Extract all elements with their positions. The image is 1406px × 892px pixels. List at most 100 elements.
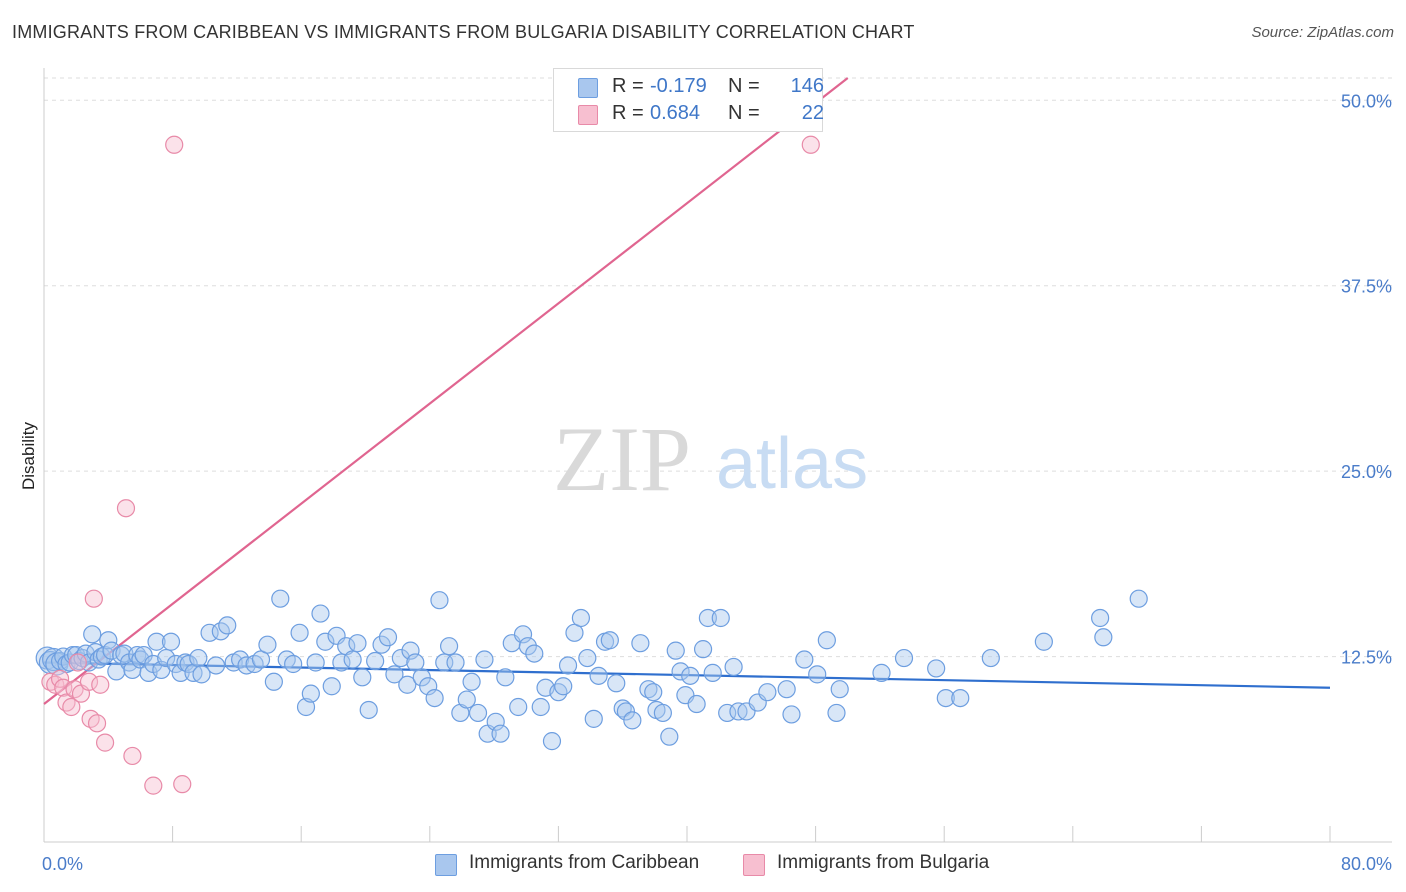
caribbean-point [343,650,362,669]
caribbean-point [525,644,544,663]
caribbean-point [425,689,444,708]
axes [43,68,1392,843]
caribbean-point [189,648,208,668]
caribbean-point [578,648,597,668]
caribbean-point [653,703,672,723]
source-label: Source: ZipAtlas.com [1251,24,1394,41]
caribbean-point [589,666,608,685]
bulgaria-swatch [578,105,598,125]
caribbean-point [936,689,955,708]
caribbean-point [981,648,1000,668]
caribbean-point [817,631,836,650]
caribbean-point [157,648,176,668]
y-tick-label: 25.0% [1341,462,1392,482]
caribbean-point [372,635,391,654]
caribbean-point [795,650,814,669]
caribbean-point [660,727,679,746]
caribbean-point [161,632,181,651]
caribbean-point [398,675,417,694]
caribbean-point [808,665,827,684]
caribbean-point [192,665,211,684]
caribbean-point [179,654,198,674]
bulgaria-point [62,697,81,717]
caribbean-point [542,732,562,751]
caribbean-point [509,697,528,717]
caribbean-legend-label: Immigrants from Caribbean [469,852,700,873]
x-tick-label: 0.0% [42,854,83,874]
caribbean-point [616,702,636,721]
caribbean-point [607,674,626,693]
bulgaria-point [68,653,87,672]
caribbean-swatch [578,78,598,98]
r-label: R = [612,102,644,124]
watermark-atlas: atlas [716,424,868,504]
caribbean-point [758,683,777,702]
caribbean-trend-line [43,661,1331,689]
caribbean-point [491,724,510,743]
caribbean-point [693,640,713,659]
caribbean-point [623,711,642,730]
caribbean-point [322,677,341,696]
caribbean-point [378,628,398,647]
caribbean-point [457,690,476,709]
caribbean-point [462,672,481,691]
caribbean-point [475,650,494,669]
caribbean-legend-swatch [435,854,457,876]
bulgaria-trend-line [43,77,849,705]
caribbean-point [584,709,603,728]
caribbean-point [681,666,700,685]
caribbean-point [446,653,465,672]
caribbean-point [107,662,126,681]
caribbean-point [271,589,290,608]
caribbean-point [359,700,378,720]
tick-labels: 12.5% 25.0% 37.5% 50.0% 0.0% 80.0% [42,91,1392,874]
caribbean-point [353,668,372,687]
bulgaria-point [95,733,115,752]
caribbean-point [366,651,385,671]
caribbean-point [147,632,166,651]
caribbean-point [316,632,335,651]
watermark: ZIP atlas [553,408,868,510]
caribbean-point [258,635,277,654]
caribbean-point [1034,632,1053,651]
caribbean-point [951,689,970,708]
bulgaria-point [84,589,103,608]
bulgaria-point [91,675,110,694]
caribbean-point [777,680,796,699]
caribbean-point [311,604,330,623]
r-value: -0.179 [650,75,707,97]
n-label: N = [728,75,760,97]
caribbean-point [1129,589,1148,608]
caribbean-point [639,680,658,699]
caribbean-point [83,625,102,644]
caribbean-point [206,656,226,675]
caribbean-point [296,697,316,717]
caribbean-point [290,623,309,642]
caribbean-point [927,659,946,678]
r-value: 0.684 [650,102,701,124]
caribbean-point [264,672,283,691]
caribbean-point [348,634,367,653]
caribbean-point [631,634,650,653]
caribbean-point [412,668,431,687]
caribbean-point [284,654,303,674]
caribbean-point [687,694,706,714]
caribbean-point [671,662,690,681]
caribbean-point [99,631,118,650]
bulgaria-point [79,672,99,691]
caribbean-point [385,665,404,684]
caribbean-point [894,648,914,668]
caribbean-point [613,699,632,718]
caribbean-point [468,703,488,723]
bulgaria-point [116,499,136,518]
bulgaria-point [173,775,192,794]
caribbean-point [401,641,420,660]
caribbean-point [711,608,730,628]
caribbean-point [724,657,743,677]
caribbean-point [306,653,325,672]
caribbean-point [644,683,663,702]
caribbean-point [827,703,846,723]
caribbean-point [1091,608,1110,628]
correlation-legend: R = -0.179 N = 146 R = 0.684 N = 22 [553,68,824,132]
